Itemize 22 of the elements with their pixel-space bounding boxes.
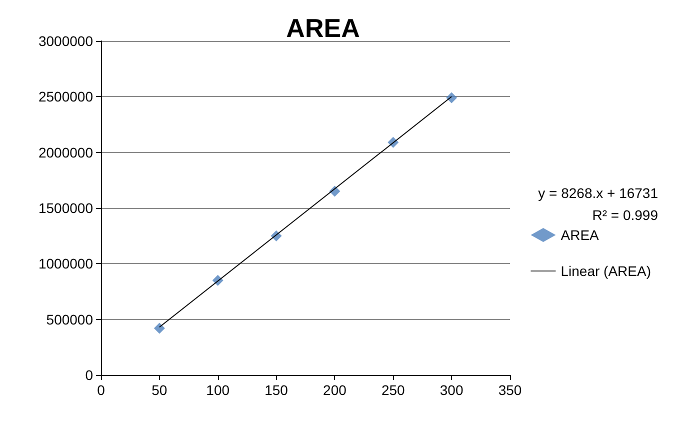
chart-title: AREA (286, 13, 360, 43)
text: R² = 0.999 (592, 207, 658, 223)
y-tick-label: 500000 (46, 311, 94, 328)
text: y = 8268.x + 16731 (538, 185, 658, 201)
x-tick-label: 0 (97, 382, 106, 398)
y-tick-label: 2000000 (38, 144, 94, 160)
x-tick-label: 50 (152, 382, 168, 398)
point (154, 322, 165, 334)
y-tick-label: 1500000 (38, 200, 94, 216)
y-tick-label: 0 (85, 367, 94, 383)
legend-label: Linear (AREA) (560, 263, 652, 279)
y-tick-label: 1000000 (38, 256, 94, 272)
x-tick-label: 300 (440, 382, 464, 398)
x-tick-label: 100 (206, 382, 230, 398)
legend-label: AREA (560, 227, 600, 243)
x-tick-label: 150 (264, 382, 288, 398)
y-tick-label: 2500000 (38, 88, 94, 105)
x-tick-label: 200 (323, 382, 347, 398)
x-tick-label: 350 (498, 382, 522, 398)
point (446, 92, 458, 104)
y-tick-label: 3000000 (38, 33, 94, 49)
x-tick-label: 250 (381, 382, 406, 398)
